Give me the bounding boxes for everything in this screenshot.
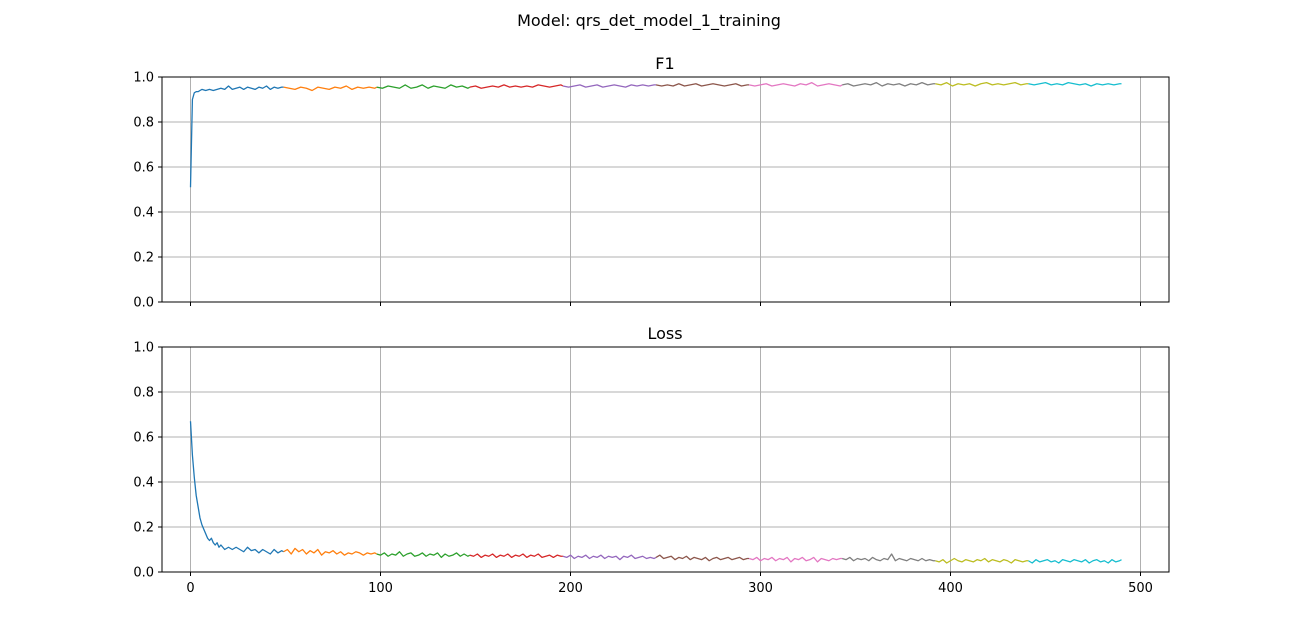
f1-ytick-label: 1.0: [133, 71, 154, 86]
f1-plot: F1 0.0 0.2 0.4 0.6 0.8 1.0: [133, 54, 1170, 311]
f1-ytick-label: 0.4: [133, 206, 154, 221]
loss-xtick-label: 300: [748, 581, 773, 596]
f1-series-6-line: [655, 83, 750, 87]
loss-series-3-line: [376, 551, 471, 559]
loss-series-7-line: [748, 556, 843, 563]
loss-plot-title: Loss: [647, 324, 682, 343]
f1-series-5-line: [562, 84, 656, 88]
loss-ytick-label: 0.2: [133, 521, 154, 536]
loss-series-2-line: [283, 547, 378, 556]
loss-series-9-line: [935, 557, 1029, 564]
f1-ytick-label: 0.2: [133, 251, 154, 266]
f1-ytick-label: 0.6: [133, 161, 154, 176]
loss-ytick-label: 0.8: [133, 386, 154, 401]
loss-plot-frame: [161, 346, 1170, 573]
loss-series-5-line: [562, 554, 657, 561]
loss-series-1-line: [189, 421, 284, 555]
f1-series-4-line: [469, 84, 564, 89]
loss-xtick-label: 100: [368, 581, 393, 596]
f1-series-9-line: [935, 81, 1029, 87]
figure-title: Model: qrs_det_model_1_training: [517, 11, 781, 31]
f1-series-3-line: [376, 84, 471, 89]
loss-xtick-label: 0: [186, 581, 194, 596]
loss-xtick-label: 200: [558, 581, 583, 596]
f1-series-7-line: [748, 81, 843, 87]
f1-ytick-label: 0.8: [133, 116, 154, 131]
loss-ytick-label: 1.0: [133, 341, 154, 356]
f1-plot-frame: [161, 76, 1170, 303]
loss-xtick-label: 500: [1128, 581, 1153, 596]
loss-series-6-line: [655, 554, 750, 562]
loss-ytick-label: 0.6: [133, 431, 154, 446]
loss-series-4-line: [469, 553, 563, 559]
f1-series-2-line: [283, 85, 378, 92]
loss-xtick-label: 400: [938, 581, 963, 596]
f1-series-10-line: [1028, 81, 1122, 87]
loss-ytick-label: 0.4: [133, 476, 154, 491]
loss-series-8-line: [842, 553, 936, 562]
loss-series-10-line: [1028, 558, 1122, 564]
f1-ytick-label: 0.0: [133, 296, 154, 311]
f1-plot-title: F1: [655, 54, 674, 73]
f1-series-1-line: [189, 85, 284, 188]
f1-series-8-line: [842, 81, 936, 87]
loss-plot: Loss 0.0 0.2 0.4 0.6 0.8 1.0 0 100 200 300 400 500: [133, 324, 1170, 596]
loss-ytick-label: 0.0: [133, 566, 154, 581]
